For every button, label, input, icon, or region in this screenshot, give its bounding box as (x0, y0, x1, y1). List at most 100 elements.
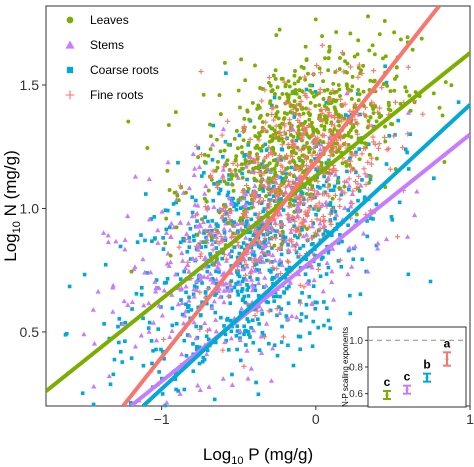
data-point-fine-roots (290, 138, 296, 144)
data-point-fine-roots (320, 133, 326, 139)
data-point-stems (159, 208, 165, 214)
data-point-fine-roots (291, 141, 297, 147)
data-point-fine-roots (371, 139, 377, 145)
data-point-coarse-roots (282, 291, 286, 295)
data-point-leaves (394, 65, 399, 70)
data-point-coarse-roots (118, 244, 123, 249)
data-point-fine-roots (305, 186, 312, 192)
data-point-fine-roots (332, 192, 339, 198)
data-point-coarse-roots (213, 240, 218, 244)
data-point-stems (163, 230, 170, 235)
data-point-coarse-roots (261, 232, 266, 237)
data-point-coarse-roots (316, 325, 321, 330)
data-point-leaves (325, 87, 330, 92)
data-point-fine-roots (287, 171, 294, 177)
data-point-fine-roots (304, 213, 310, 219)
x-tick-label: 1 (466, 411, 474, 427)
data-point-stems (262, 243, 268, 249)
data-point-stems (161, 287, 167, 293)
data-point-coarse-roots (245, 200, 249, 205)
data-point-fine-roots (303, 144, 309, 150)
data-point-leaves (366, 14, 370, 19)
data-point-fine-roots (369, 99, 375, 105)
legend-key-stems (65, 40, 75, 49)
data-point-coarse-roots (223, 163, 227, 168)
data-point-coarse-roots (271, 294, 276, 299)
data-point-coarse-roots (252, 284, 257, 288)
data-point-coarse-roots (244, 224, 248, 229)
data-point-coarse-roots (283, 275, 288, 280)
data-point-coarse-roots (157, 370, 161, 374)
data-point-stems (213, 234, 219, 240)
fit-line-coarse-roots (141, 103, 470, 406)
data-point-coarse-roots (242, 154, 246, 158)
data-point-coarse-roots (211, 123, 216, 128)
data-point-coarse-roots (191, 342, 195, 346)
data-point-fine-roots (321, 224, 328, 230)
data-point-coarse-roots (294, 250, 299, 255)
data-point-leaves (270, 137, 275, 142)
data-point-coarse-roots (255, 277, 260, 281)
data-point-coarse-roots (208, 254, 213, 259)
data-point-coarse-roots (346, 223, 350, 228)
data-point-coarse-roots (383, 64, 387, 69)
data-point-stems (100, 230, 107, 235)
data-point-stems (113, 238, 119, 244)
data-point-leaves (342, 184, 347, 189)
data-point-coarse-roots (260, 185, 264, 190)
data-point-leaves (280, 241, 285, 246)
data-point-fine-roots (298, 220, 304, 226)
data-point-leaves (437, 105, 442, 110)
data-point-coarse-roots (347, 293, 352, 298)
data-point-leaves (255, 152, 260, 157)
data-point-leaves (271, 180, 276, 185)
data-point-coarse-roots (184, 290, 188, 295)
data-point-coarse-roots (339, 264, 344, 269)
data-point-coarse-roots (242, 324, 246, 329)
data-point-fine-roots (264, 229, 271, 236)
data-point-coarse-roots (313, 306, 318, 311)
data-point-coarse-roots (269, 270, 273, 274)
data-point-fine-roots (341, 69, 347, 75)
data-point-coarse-roots (336, 175, 341, 180)
data-point-coarse-roots (208, 252, 212, 256)
data-point-coarse-roots (245, 288, 250, 292)
data-point-coarse-roots (182, 238, 187, 243)
y-tick-label: 0.5 (20, 324, 40, 340)
data-point-stems (241, 255, 247, 261)
data-point-fine-roots (304, 237, 310, 243)
data-point-fine-roots (337, 257, 343, 263)
data-point-fine-roots (226, 281, 232, 287)
data-point-coarse-roots (289, 165, 294, 170)
data-point-stems (220, 167, 226, 172)
legend-key-leaves (66, 16, 74, 24)
data-point-coarse-roots (348, 311, 353, 316)
data-point-fine-roots (311, 193, 318, 199)
data-point-coarse-roots (149, 339, 154, 343)
data-point-stems (248, 365, 254, 371)
data-point-stems (364, 173, 370, 178)
data-point-fine-roots (312, 230, 318, 236)
data-point-coarse-roots (283, 235, 288, 240)
data-point-coarse-roots (221, 154, 225, 159)
data-point-coarse-roots (322, 183, 326, 188)
data-point-coarse-roots (246, 319, 251, 324)
data-point-coarse-roots (298, 334, 303, 339)
data-point-coarse-roots (315, 169, 320, 173)
data-point-leaves (217, 93, 222, 98)
data-point-coarse-roots (206, 219, 210, 224)
data-point-coarse-roots (210, 228, 214, 233)
data-point-coarse-roots (160, 349, 165, 354)
data-point-coarse-roots (202, 170, 206, 175)
data-point-leaves (176, 198, 181, 203)
data-point-coarse-roots (118, 349, 123, 354)
data-point-leaves (366, 119, 371, 123)
data-point-leaves (356, 98, 361, 103)
data-point-fine-roots (263, 178, 269, 184)
data-point-stems (193, 256, 199, 262)
data-point-coarse-roots (241, 241, 246, 245)
data-point-fine-roots (355, 121, 361, 127)
data-point-fine-roots (400, 144, 406, 151)
data-point-fine-roots (251, 191, 257, 197)
inset-significance-letter: b (423, 358, 430, 372)
